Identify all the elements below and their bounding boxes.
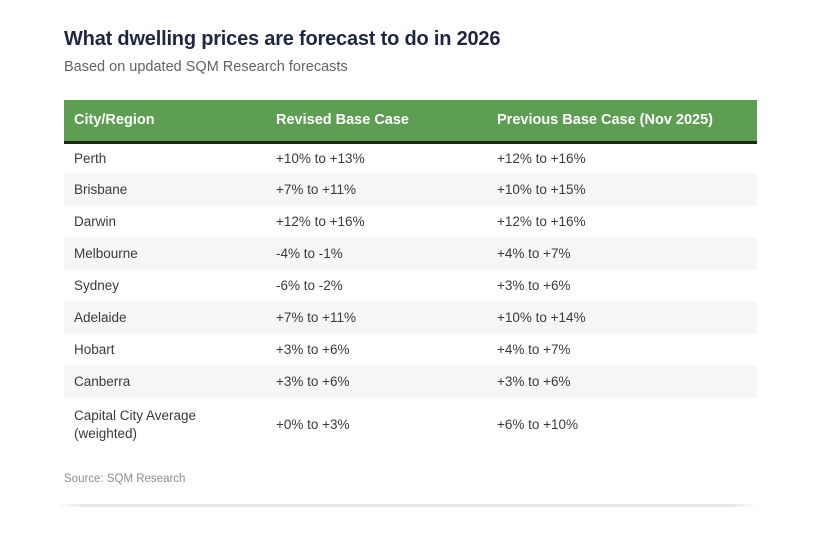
table-row: Brisbane +7% to +11% +10% to +15% xyxy=(64,174,757,206)
column-header-previous-base-case: Previous Base Case (Nov 2025) xyxy=(487,100,757,144)
cell-previous: +10% to +15% xyxy=(497,182,586,197)
cell-revised: +0% to +3% xyxy=(276,417,350,432)
cell-city: Capital City Average (weighted) xyxy=(74,408,197,441)
forecast-table: City/Region Revised Base Case Previous B… xyxy=(64,100,757,452)
table-row: Melbourne -4% to -1% +4% to +7% xyxy=(64,238,757,270)
cell-previous: +4% to +7% xyxy=(497,342,571,357)
table-row: Capital City Average (weighted) +0% to +… xyxy=(64,398,757,452)
table-row: Canberra +3% to +6% +3% to +6% xyxy=(64,366,757,398)
cell-revised: -4% to -1% xyxy=(276,246,343,261)
cell-revised: +12% to +16% xyxy=(276,214,365,229)
table-row: Hobart +3% to +6% +4% to +7% xyxy=(64,334,757,366)
cell-previous: +6% to +10% xyxy=(497,417,579,432)
table-row: Adelaide +7% to +11% +10% to +14% xyxy=(64,302,757,334)
cell-city: Brisbane xyxy=(74,182,128,197)
cell-city: Sydney xyxy=(74,278,120,293)
cell-revised: +7% to +11% xyxy=(276,310,357,325)
cell-city: Canberra xyxy=(74,374,131,389)
cell-previous: +3% to +6% xyxy=(497,278,571,293)
cell-city: Darwin xyxy=(74,214,117,229)
card-bottom-shadow xyxy=(57,504,758,507)
cell-revised: +3% to +6% xyxy=(276,374,350,389)
cell-city: Adelaide xyxy=(74,310,127,325)
page-title: What dwelling prices are forecast to do … xyxy=(64,28,501,50)
cell-city: Melbourne xyxy=(74,246,138,261)
column-header-city-region: City/Region xyxy=(64,100,266,144)
cell-revised: +10% to +13% xyxy=(276,150,365,166)
cell-revised: +3% to +6% xyxy=(276,342,350,357)
cell-previous: +10% to +14% xyxy=(497,310,586,325)
table-row: Sydney -6% to -2% +3% to +6% xyxy=(64,270,757,302)
table-row: Darwin +12% to +16% +12% to +16% xyxy=(64,206,757,238)
cell-revised: +7% to +11% xyxy=(276,182,357,197)
cell-revised: -6% to -2% xyxy=(276,278,343,293)
page-subtitle: Based on updated SQM Research forecasts xyxy=(64,59,348,75)
cell-previous: +4% to +7% xyxy=(497,246,571,261)
cell-previous: +3% to +6% xyxy=(497,374,571,389)
forecast-card: What dwelling prices are forecast to do … xyxy=(64,28,757,497)
column-header-revised-base-case: Revised Base Case xyxy=(266,100,487,144)
table-header-row: City/Region Revised Base Case Previous B… xyxy=(64,100,757,144)
cell-city: Perth xyxy=(74,150,107,166)
cell-previous: +12% to +16% xyxy=(497,214,586,229)
cell-city: Hobart xyxy=(74,342,115,357)
table-row: Perth +10% to +13% +12% to +16% xyxy=(64,142,757,174)
cell-previous: +12% to +16% xyxy=(497,150,586,166)
source-attribution: Source: SQM Research xyxy=(64,473,186,485)
